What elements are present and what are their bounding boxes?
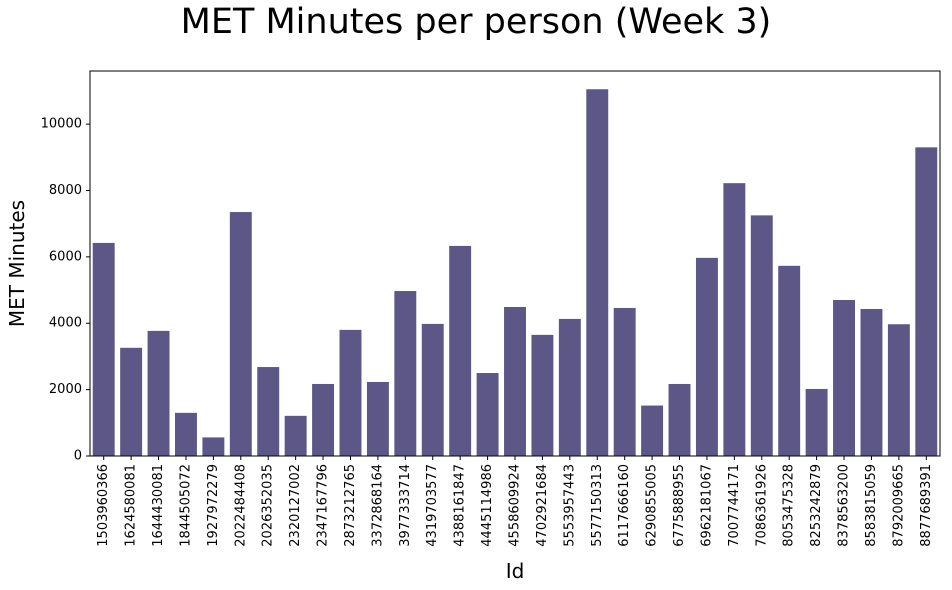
x-tick-label: 8378563200 — [837, 464, 852, 547]
bar-8253242879 — [805, 388, 828, 456]
bar-7086361926 — [750, 215, 773, 456]
x-tick-label: 8253242879 — [809, 464, 824, 547]
x-tick-label: 2026352035 — [261, 464, 276, 547]
bar-2022484408 — [229, 212, 252, 456]
bar-3977333714 — [394, 291, 417, 456]
x-tick-label: 1644430081 — [151, 464, 166, 547]
bar-8378563200 — [833, 300, 855, 456]
bar-1624580081 — [120, 347, 143, 456]
x-tick-label: 1927972279 — [206, 464, 221, 547]
chart-title: MET Minutes per person (Week 3) — [180, 2, 772, 42]
x-tick-label: 1844505072 — [178, 464, 193, 547]
x-axis-label: Id — [506, 559, 525, 583]
x-tick-label: 6117666160 — [617, 464, 632, 547]
bar-8053475328 — [778, 265, 801, 456]
bar-8877689391 — [915, 147, 938, 456]
y-axis: 0 2000 4000 6000 8000 10000 — [41, 117, 90, 464]
bar-2320127002 — [284, 415, 307, 456]
bar-1927972279 — [202, 437, 225, 456]
bar-5553957443 — [558, 318, 581, 456]
x-tick-label: 2347167796 — [316, 464, 331, 547]
bar-4445114986 — [476, 373, 499, 456]
x-tick-label: 8792009665 — [891, 464, 906, 547]
bar-4388161847 — [449, 245, 472, 456]
y-tick-label: 4000 — [49, 316, 82, 331]
bar-5577150313 — [586, 89, 609, 457]
x-tick-label: 4702921684 — [535, 464, 550, 547]
bar-6962181067 — [695, 257, 718, 456]
x-tick-label: 4388161847 — [453, 464, 468, 547]
x-tick-label: 4558609924 — [508, 464, 523, 547]
x-tick-label: 8053475328 — [782, 464, 797, 547]
bar-4319703577 — [421, 323, 444, 456]
bar-6117666160 — [613, 307, 636, 456]
bar-2026352035 — [257, 367, 280, 456]
bar-2873212765 — [339, 329, 362, 456]
y-axis-label: MET Minutes — [5, 200, 29, 327]
bar-1844505072 — [175, 412, 197, 456]
bar-6775888955 — [668, 383, 691, 456]
bar-1644430081 — [147, 330, 170, 456]
x-tick-label: 4445114986 — [480, 464, 495, 547]
x-tick-label: 2022484408 — [233, 464, 248, 547]
x-tick-label: 4319703577 — [425, 464, 440, 547]
x-tick-label: 1503960366 — [96, 464, 111, 547]
x-tick-label: 8583815059 — [864, 464, 879, 547]
x-tick-label: 7086361926 — [754, 464, 769, 547]
bar-1503960366 — [92, 242, 115, 456]
x-tick-label: 6290855005 — [645, 464, 660, 547]
x-tick-label: 1624580081 — [124, 464, 139, 547]
bar-4702921684 — [531, 334, 554, 456]
x-tick-label: 8877689391 — [919, 464, 934, 547]
bar-8792009665 — [887, 324, 910, 456]
x-tick-label: 2873212765 — [343, 464, 358, 547]
y-tick-label: 10000 — [41, 117, 82, 132]
x-tick-label: 6962181067 — [699, 464, 714, 547]
y-tick-label: 8000 — [49, 183, 82, 198]
x-tick-label: 3372868164 — [370, 464, 385, 547]
bars-group — [92, 89, 938, 457]
x-tick-label: 5553957443 — [562, 464, 577, 547]
y-tick-label: 0 — [74, 449, 82, 464]
bar-4558609924 — [504, 306, 526, 456]
x-tick-label: 5577150313 — [590, 464, 605, 547]
x-tick-label: 6775888955 — [672, 464, 687, 547]
x-tick-label: 3977333714 — [398, 464, 413, 547]
bar-2347167796 — [312, 383, 335, 456]
bar-7007744171 — [723, 183, 746, 456]
x-axis: 1503960366 1624580081 1644430081 1844505072… — [96, 456, 934, 547]
x-tick-label: 7007744171 — [727, 464, 742, 547]
x-tick-label: 2320127002 — [288, 464, 303, 547]
bar-8583815059 — [860, 308, 883, 456]
y-tick-label: 2000 — [49, 382, 82, 397]
bar-3372868164 — [366, 381, 389, 456]
bar-6290855005 — [641, 405, 664, 456]
y-tick-label: 6000 — [49, 249, 82, 264]
